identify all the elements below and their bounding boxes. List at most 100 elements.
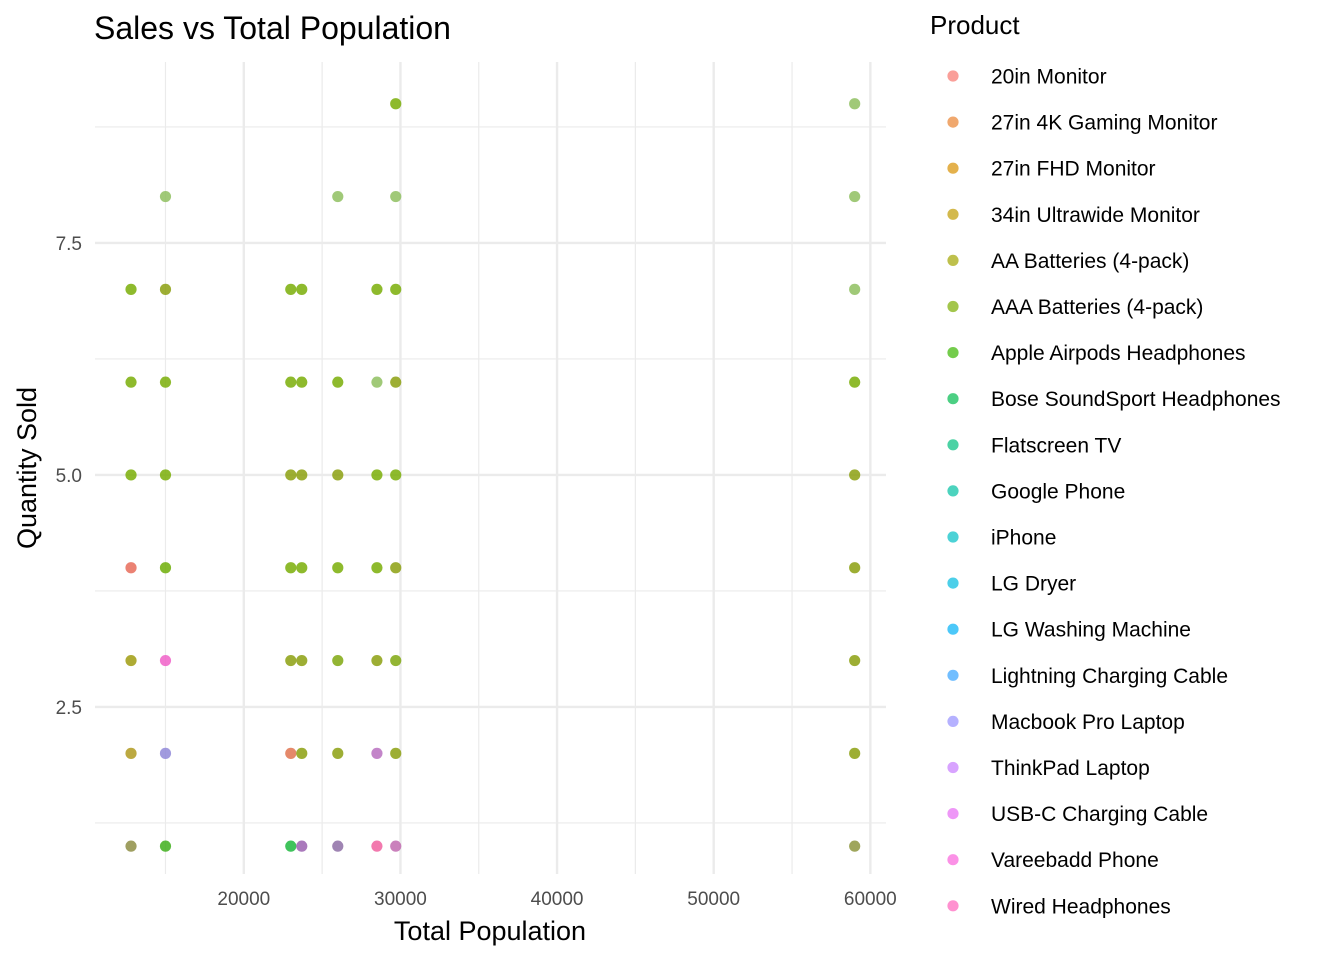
legend-item: ThinkPad Laptop	[947, 757, 1150, 780]
data-point	[159, 840, 172, 852]
legend-key	[947, 715, 959, 728]
legend-key	[947, 485, 959, 497]
data-point	[125, 283, 137, 295]
legend-label: LG Dryer	[991, 573, 1076, 596]
data-point	[159, 562, 172, 574]
data-point	[159, 283, 172, 295]
data-point	[285, 376, 297, 388]
x-axis-title: Total Population	[394, 916, 586, 946]
legend-key	[947, 254, 959, 266]
data-point	[849, 562, 861, 574]
data-point	[296, 654, 308, 667]
data-point	[390, 283, 402, 295]
legend-label: ThinkPad Laptop	[991, 757, 1150, 780]
data-point	[390, 747, 402, 759]
data-point	[296, 747, 308, 759]
data-point	[159, 747, 172, 759]
legend-item: Vareebadd Phone	[947, 849, 1159, 872]
grid-lines	[95, 62, 886, 874]
legend-label: Bose SoundSport Headphones	[991, 388, 1281, 411]
legend-key	[947, 162, 959, 174]
legend-label: 34in Ultrawide Monitor	[991, 204, 1200, 227]
data-point	[296, 376, 308, 388]
legend-item: Apple Airpods Headphones	[947, 342, 1246, 365]
legend-key	[947, 577, 959, 589]
legend-item: Lightning Charging Cable	[947, 665, 1228, 688]
legend-item: Bose SoundSport Headphones	[947, 388, 1281, 411]
legend-item: LG Washing Machine	[947, 619, 1191, 642]
data-point	[371, 654, 383, 667]
data-point	[849, 283, 861, 295]
legend-label: AAA Batteries (4-pack)	[991, 296, 1203, 319]
legend-item: LG Dryer	[947, 573, 1076, 596]
legend-label: Vareebadd Phone	[991, 849, 1159, 872]
data-point	[390, 562, 402, 574]
legend-key	[947, 808, 959, 820]
data-point	[332, 654, 344, 667]
data-point	[159, 376, 172, 388]
data-point	[332, 190, 344, 203]
legend: Product 20in Monitor 27in 4K Gaming Monit…	[930, 10, 1281, 918]
data-point	[159, 190, 172, 203]
legend-item: iPhone	[947, 527, 1056, 550]
data-point	[371, 840, 383, 852]
data-point	[332, 469, 344, 481]
data-point	[125, 562, 137, 574]
legend-key	[947, 70, 959, 82]
legend-key	[947, 669, 959, 681]
data-point	[125, 747, 137, 759]
legend-key	[947, 761, 959, 774]
chart-title: Sales vs Total Population	[94, 10, 451, 46]
x-tick-label: 30000	[374, 889, 427, 910]
data-point	[371, 469, 383, 481]
y-tick-label: 7.5	[56, 234, 82, 255]
legend-label: Wired Headphones	[991, 895, 1171, 918]
data-point	[390, 376, 402, 388]
data-point	[296, 840, 308, 852]
data-point	[125, 376, 137, 388]
data-point	[390, 469, 402, 481]
data-point	[371, 283, 383, 295]
x-tick-label: 20000	[217, 889, 270, 910]
data-point	[849, 190, 861, 203]
data-point	[849, 747, 861, 759]
data-point	[285, 654, 297, 667]
legend-key	[947, 347, 959, 359]
data-point	[390, 190, 402, 203]
data-point	[125, 840, 137, 852]
legend-key	[947, 623, 959, 635]
x-tick-label: 40000	[531, 889, 584, 910]
data-point	[390, 98, 402, 110]
data-point	[125, 654, 137, 667]
legend-key	[947, 900, 959, 912]
legend-label: Macbook Pro Laptop	[991, 711, 1185, 734]
legend-label: Flatscreen TV	[991, 434, 1121, 457]
legend-label: 27in 4K Gaming Monitor	[991, 112, 1217, 135]
data-point	[849, 840, 861, 852]
legend-label: iPhone	[991, 527, 1056, 550]
legend-item: AAA Batteries (4-pack)	[947, 296, 1203, 319]
data-point	[390, 654, 402, 667]
legend-label: USB-C Charging Cable	[991, 803, 1208, 826]
x-axis-ticks: 20000 30000 40000 50000 60000	[217, 889, 896, 910]
y-tick-label: 2.5	[56, 698, 82, 719]
data-point	[159, 654, 172, 667]
legend-item: Google Phone	[947, 480, 1125, 503]
legend-label: 20in Monitor	[991, 66, 1107, 89]
data-point	[371, 747, 383, 759]
legend-key	[947, 854, 959, 866]
data-point	[285, 840, 297, 852]
legend-key	[947, 393, 959, 405]
data-point	[849, 98, 861, 110]
data-point	[296, 562, 308, 574]
data-point	[371, 562, 383, 574]
legend-item: Flatscreen TV	[947, 434, 1121, 457]
data-point	[285, 283, 297, 295]
legend-label: AA Batteries (4-pack)	[991, 250, 1189, 273]
legend-key	[947, 300, 959, 313]
legend-key	[947, 531, 959, 543]
legend-label: Lightning Charging Cable	[991, 665, 1228, 688]
data-point	[390, 840, 402, 852]
legend-item: 34in Ultrawide Monitor	[947, 204, 1200, 227]
